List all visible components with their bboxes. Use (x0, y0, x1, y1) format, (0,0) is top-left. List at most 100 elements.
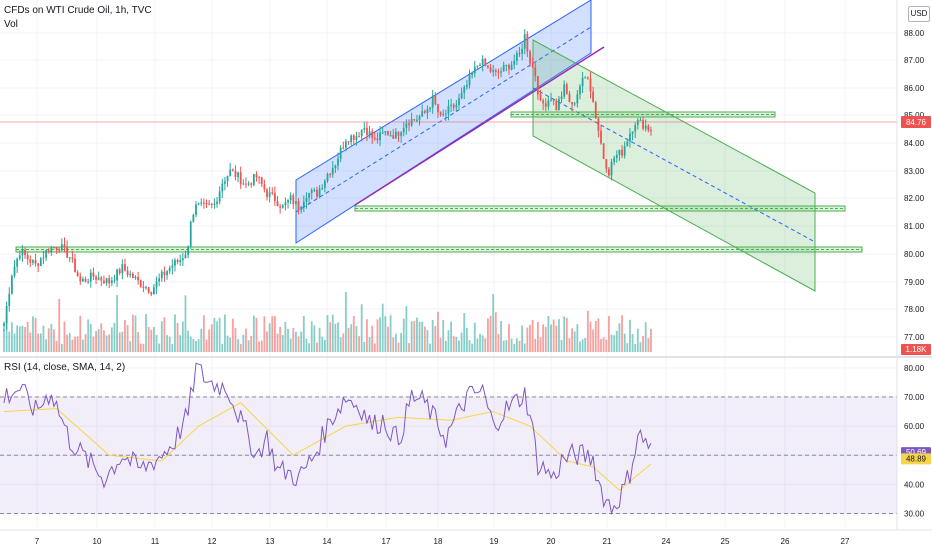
candle-body (316, 189, 318, 197)
volume-bar (55, 341, 58, 352)
volume-bar (531, 319, 534, 352)
price-axis[interactable]: 88.00 87.00 86.00 85.00 84.00 83.00 82.00 81.00… (904, 29, 925, 342)
candle-body (195, 204, 197, 215)
volume-bar (444, 340, 447, 352)
candle-body (513, 60, 516, 65)
candle-body (8, 293, 11, 307)
volume-bar (26, 321, 29, 352)
descending-channel[interactable] (532, 39, 816, 292)
volume-bar (313, 325, 316, 352)
volume-bar (621, 315, 623, 352)
volume-bar (379, 317, 381, 352)
candle-body (363, 127, 366, 130)
candle-body (210, 203, 213, 205)
candle-body (100, 277, 103, 281)
candle-body (37, 263, 40, 266)
candle-body (547, 100, 550, 107)
volume-bar (497, 334, 500, 352)
trendline[interactable] (354, 46, 605, 206)
volume-bar (626, 343, 629, 352)
time-tick-label: 17 (382, 537, 391, 546)
candle-body (231, 169, 234, 171)
volume-bar (134, 315, 137, 352)
candle-body (179, 260, 182, 262)
volume-bar (142, 343, 145, 352)
candle-body (129, 273, 132, 276)
currency-button[interactable]: USD (908, 6, 930, 22)
volume-bar (8, 331, 11, 352)
volume-bar (79, 315, 82, 352)
candle-body (276, 201, 279, 207)
volume-bar (289, 338, 292, 352)
volume-bar (13, 333, 16, 352)
volume-bar (650, 328, 652, 352)
candle-body (565, 84, 568, 94)
candle-body (71, 257, 74, 259)
candle-body (602, 143, 605, 160)
candle-body (66, 246, 69, 258)
volume-bar (252, 315, 255, 352)
candle-body (405, 123, 408, 128)
candle-body (258, 177, 261, 179)
candle-body (74, 258, 76, 273)
candle-body (279, 206, 282, 208)
volume-bar (184, 295, 187, 352)
candle-body (523, 34, 526, 49)
candle-body (131, 273, 134, 279)
price-pane[interactable] (0, 0, 897, 355)
volume-bar (563, 316, 566, 352)
volume-bar (334, 323, 337, 352)
volume-bar (397, 342, 400, 352)
candle-body (337, 158, 339, 166)
candle-body (345, 141, 347, 148)
price-tick-label: 83.00 (904, 167, 925, 176)
candle-body (568, 93, 571, 103)
rsi-legend[interactable]: RSI (14, close, SMA, 14, 2) (4, 362, 126, 373)
volume-bar (163, 317, 166, 352)
price-tick-label: 84.00 (904, 139, 925, 148)
volume-bar (276, 333, 279, 352)
candle-body (234, 170, 237, 178)
volume-bar (358, 336, 360, 352)
candle-body (53, 247, 55, 249)
candle-body (284, 202, 287, 206)
candle-body (584, 77, 587, 79)
time-tick-label: 24 (662, 537, 671, 546)
candle-body (153, 287, 155, 295)
volume-bar (247, 340, 250, 352)
candles (3, 29, 652, 332)
volume-legend[interactable]: Vol (4, 19, 18, 30)
candle-body (450, 104, 452, 106)
volume-bar (431, 319, 434, 352)
volume-bar (68, 332, 71, 352)
volume-bar (342, 333, 345, 352)
volume-bar (465, 327, 468, 352)
candle-body (271, 192, 274, 194)
time-tick-label: 12 (208, 537, 217, 546)
candle-body (639, 119, 642, 121)
volume-bar (268, 323, 271, 352)
volume-bar (229, 337, 232, 352)
volume-bar (155, 334, 158, 352)
volume-bar (502, 340, 505, 352)
volume-bar (426, 330, 429, 352)
volume-bar (405, 306, 408, 352)
candle-body (371, 131, 374, 138)
volume-bar (189, 336, 192, 352)
support-zones[interactable] (15, 111, 863, 253)
volume-bar (597, 318, 600, 352)
candle-body (176, 260, 179, 262)
candle-body (487, 65, 489, 68)
time-axis[interactable]: 7 10 11 12 13 14 17 18 19 20 21 24 25 26 27 (35, 537, 850, 546)
symbol-title[interactable]: CFDs on WTI Crude Oil, 1h, TVC (4, 5, 152, 16)
volume-bar (153, 327, 155, 352)
volume-bar (602, 337, 605, 352)
volume-bar (226, 335, 229, 352)
volume-bar (494, 312, 497, 352)
volume-bar (510, 338, 513, 352)
volume-bar (300, 331, 303, 352)
time-tick-label: 18 (434, 537, 443, 546)
volume-bar (5, 315, 8, 352)
